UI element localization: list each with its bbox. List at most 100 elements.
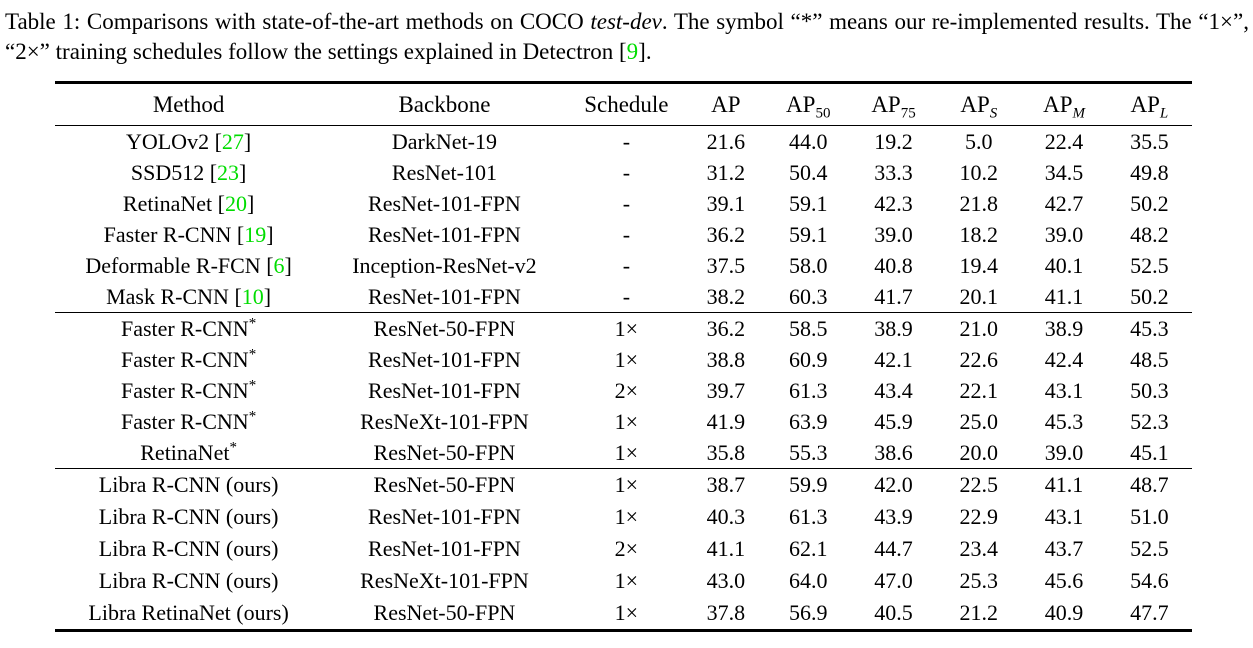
method-cell: YOLOv2 [27] — [55, 126, 322, 158]
backbone-cell: ResNet-101-FPN — [368, 504, 521, 529]
metric-cell-apl: 45.1 — [1130, 439, 1169, 465]
metric-cell-ap: 36.2 — [706, 221, 746, 247]
metric-cell-apm: 39.0 — [1044, 221, 1084, 247]
backbone-cell: Inception-ResNet-v2 — [352, 252, 537, 278]
citation-link[interactable]: 23 — [217, 159, 240, 185]
metric-cell-ap: 43.0 — [706, 568, 746, 593]
col-header-label: AP — [1130, 91, 1160, 117]
citation-link[interactable]: 27 — [221, 128, 244, 154]
method-cell: Libra R-CNN (ours) — [55, 565, 322, 597]
metric-cell-apl: 52.3 — [1130, 408, 1169, 434]
col-header-label: AP — [786, 91, 816, 117]
metric-cell-ap75: 38.6 — [874, 439, 913, 465]
citation-bracket-close: ] — [284, 252, 292, 278]
header-row: Method Backbone Schedule AP AP50 AP75 APS APM AP… — [55, 83, 1192, 126]
metric-cell-ap50: 50.4 — [789, 159, 828, 185]
metric-cell-apm: 38.9 — [1044, 315, 1084, 341]
metric-cell-apl: 50.2 — [1130, 190, 1169, 216]
schedule-cell: - — [622, 159, 631, 185]
method-name: Libra R-CNN (ours) — [98, 536, 279, 561]
metric-cell-apm: 40.1 — [1044, 252, 1084, 278]
metric-cell-apm: 40.9 — [1044, 600, 1084, 625]
backbone-cell: ResNet-50-FPN — [373, 439, 516, 465]
metric-cell-apm: 34.5 — [1044, 159, 1084, 185]
citation-link[interactable]: 20 — [224, 190, 247, 216]
schedule-cell: 1× — [614, 408, 639, 434]
caption-text-suffix: ]. — [638, 39, 652, 64]
method-name: Mask R-CNN — [106, 283, 229, 309]
method-name: RetinaNet — [140, 439, 230, 465]
method-cell: Faster R-CNN* — [55, 406, 322, 437]
table-row: Libra R-CNN (ours) ResNet-101-FPN 1× 40.3 61… — [55, 501, 1192, 533]
metric-cell-apm: 45.6 — [1044, 568, 1084, 593]
method-cell: Faster R-CNN* — [55, 375, 322, 406]
backbone-cell: DarkNet-19 — [391, 128, 497, 154]
method-name: Faster R-CNN — [120, 346, 249, 372]
metric-cell-apm: 41.1 — [1044, 472, 1084, 497]
metric-cell-ap50: 60.3 — [789, 283, 828, 309]
table-row: Faster R-CNN [19] ResNet-101-FPN - 36.2 59.1… — [55, 219, 1192, 250]
schedule-cell: 1× — [614, 346, 639, 372]
metric-cell-apm: 22.4 — [1044, 128, 1084, 154]
table-row: Mask R-CNN [10] ResNet-101-FPN - 38.2 60.3 41… — [55, 281, 1192, 313]
schedule-cell: 2× — [614, 377, 639, 403]
metric-cell-ap75: 33.3 — [874, 159, 913, 185]
citation-link[interactable]: 10 — [241, 283, 264, 309]
metric-cell-apm: 43.1 — [1044, 377, 1084, 403]
method-name: Libra RetinaNet (ours) — [88, 600, 289, 625]
col-header-apl: APL — [1107, 83, 1192, 126]
reimplemented-star-icon: * — [229, 439, 237, 456]
col-header-subscript: S — [989, 105, 998, 122]
citation-link[interactable]: 6 — [273, 252, 285, 278]
metric-cell-aps: 23.4 — [959, 536, 999, 561]
citation-bracket-close: ] — [239, 159, 247, 185]
metric-cell-apl: 35.5 — [1130, 128, 1169, 154]
table-group-2: Faster R-CNN* ResNet-50-FPN 1× 36.2 58.5 38.9… — [55, 312, 1192, 469]
backbone-cell: ResNet-50-FPN — [373, 472, 516, 497]
table-row: Faster R-CNN* ResNet-50-FPN 1× 36.2 58.5 38.9… — [55, 313, 1192, 345]
schedule-cell: 1× — [614, 600, 639, 625]
method-cell: SSD512 [23] — [55, 157, 322, 188]
backbone-cell: ResNeXt-101-FPN — [360, 568, 529, 593]
metric-cell-apl: 45.3 — [1130, 315, 1169, 341]
col-header-ap75: AP75 — [851, 83, 936, 126]
table-row: Libra R-CNN (ours) ResNeXt-101-FPN 1× 43.0 6… — [55, 565, 1192, 597]
table-row: Faster R-CNN* ResNet-101-FPN 1× 38.8 60.9 42.… — [55, 344, 1192, 375]
citation-bracket-close: ] — [246, 190, 255, 216]
col-header-label: AP — [871, 91, 901, 117]
metric-cell-apm: 43.7 — [1044, 536, 1084, 561]
method-name: Libra R-CNN (ours) — [98, 472, 279, 497]
method-name: RetinaNet — [122, 190, 213, 216]
metric-cell-apl: 47.7 — [1130, 600, 1169, 625]
metric-cell-ap: 37.5 — [706, 252, 746, 278]
reimplemented-star-icon: * — [248, 315, 257, 332]
col-header-subscript: L — [1159, 105, 1169, 122]
citation-link[interactable]: 19 — [244, 221, 267, 247]
schedule-cell: 1× — [614, 472, 639, 497]
citation-link-detectron[interactable]: 9 — [626, 39, 639, 64]
metric-cell-aps: 18.2 — [959, 221, 999, 247]
method-name: YOLOv2 — [125, 128, 210, 154]
col-header-method: Method — [55, 83, 322, 126]
backbone-cell: ResNet-101-FPN — [368, 346, 521, 372]
table-row: RetinaNet [20] ResNet-101-FPN - 39.1 59.1 42.… — [55, 188, 1192, 219]
metric-cell-ap75: 39.0 — [874, 221, 913, 247]
metric-cell-apl: 50.2 — [1130, 283, 1169, 309]
col-header-label: AP — [1043, 91, 1073, 117]
method-name: Libra R-CNN (ours) — [98, 504, 279, 529]
metric-cell-aps: 10.2 — [959, 159, 999, 185]
col-header-label: AP — [960, 91, 990, 117]
metric-cell-ap75: 44.7 — [874, 536, 913, 561]
metric-cell-ap75: 19.2 — [874, 128, 913, 154]
metric-cell-ap50: 58.0 — [789, 252, 828, 278]
schedule-cell: - — [622, 190, 631, 216]
metric-cell-ap50: 58.5 — [789, 315, 828, 341]
method-cell: Mask R-CNN [10] — [55, 281, 322, 313]
col-header-label: AP — [711, 91, 741, 117]
caption-emph-test-dev: test-dev — [590, 9, 662, 34]
col-header-ap50: AP50 — [766, 83, 851, 126]
col-header-aps: APS — [936, 83, 1021, 126]
backbone-cell: ResNet-101-FPN — [368, 221, 521, 247]
reimplemented-star-icon: * — [248, 408, 257, 425]
table-group-1: YOLOv2 [27] DarkNet-19 - 21.6 44.0 19.2 5.0 22.… — [55, 125, 1192, 313]
